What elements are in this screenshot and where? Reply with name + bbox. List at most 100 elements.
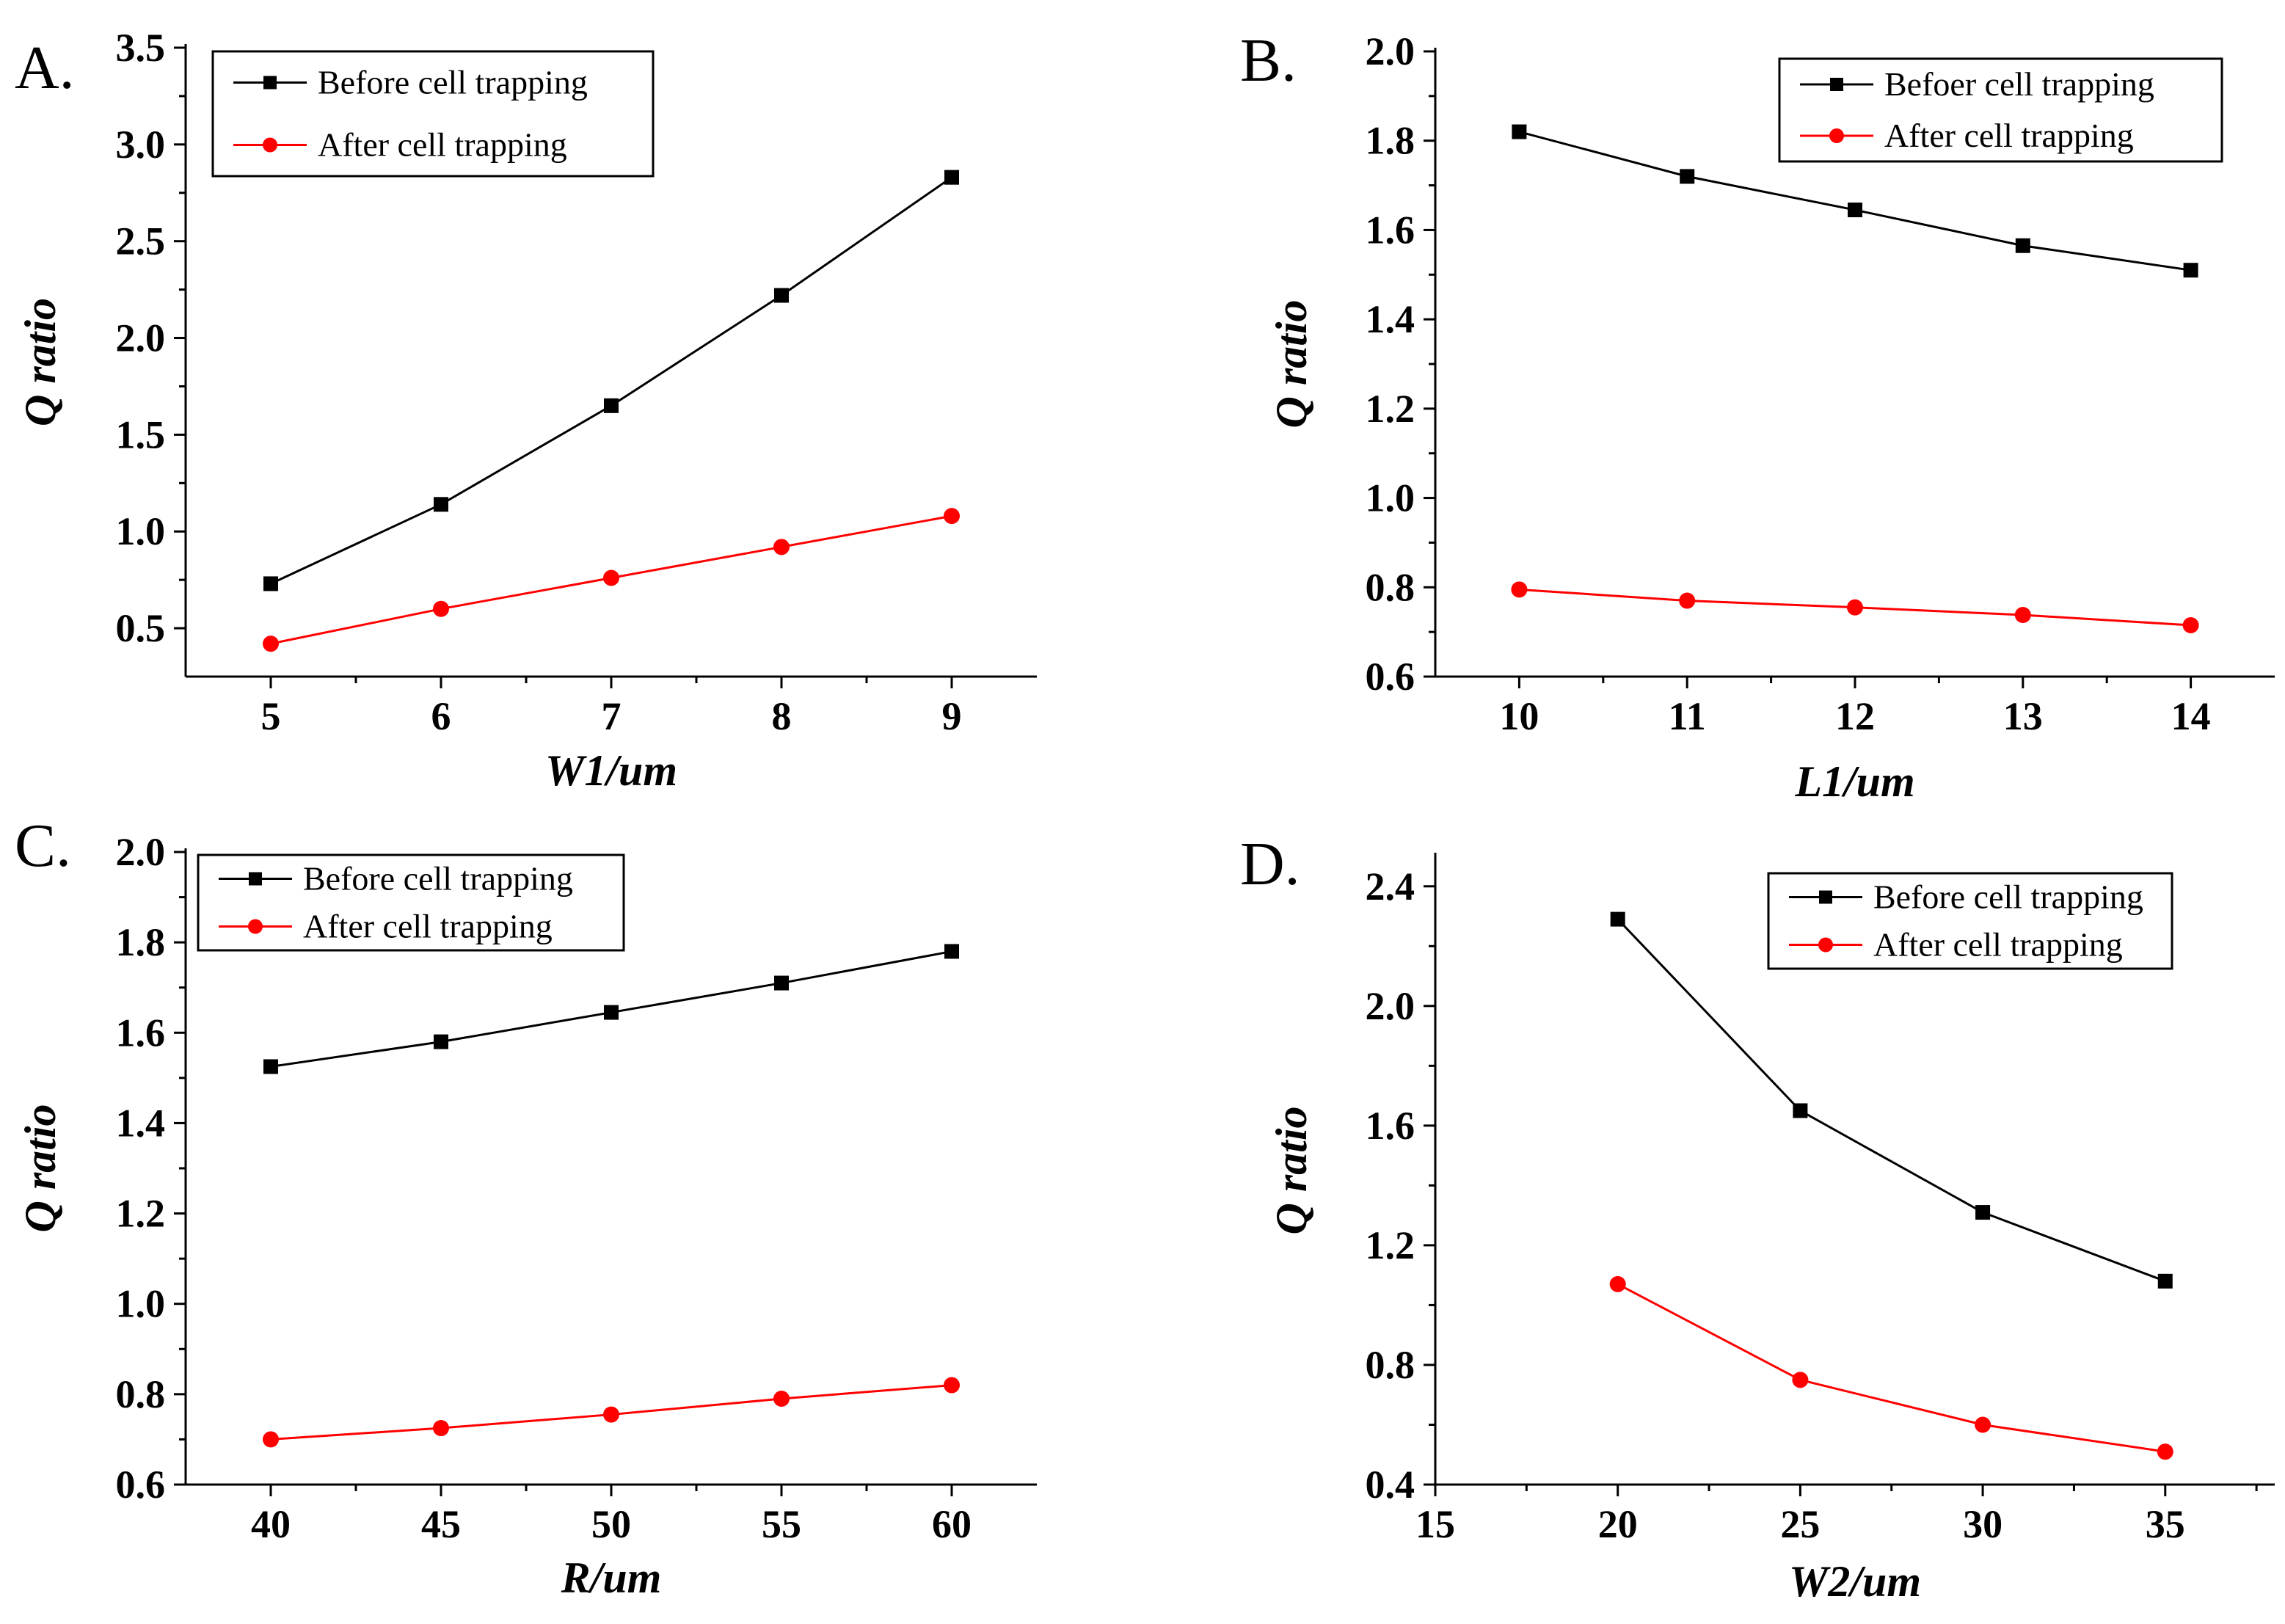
x-tick-label: 10: [1499, 694, 1539, 738]
y-tick-label: 1.2: [1366, 1223, 1415, 1267]
data-point-square: [1975, 1205, 1991, 1220]
x-tick-label: 15: [1415, 1502, 1455, 1546]
legend-label: After cell trapping: [318, 126, 567, 164]
y-tick-label: 0.8: [1366, 1343, 1415, 1387]
x-tick-label: 12: [1835, 694, 1875, 738]
data-point-circle: [2014, 607, 2031, 624]
x-axis-title: L1/um: [1794, 757, 1914, 806]
data-point-square: [1610, 911, 1625, 927]
panel-letter: B.: [1240, 26, 1297, 95]
y-tick-label: 1.0: [116, 509, 166, 553]
y-tick-label: 2.0: [1366, 984, 1415, 1028]
data-point-circle: [433, 600, 449, 617]
legend-marker-circle: [248, 919, 263, 934]
data-point-circle: [1511, 581, 1528, 598]
data-point-square: [944, 170, 959, 185]
chart-panel-2: C. 0.6 0.8 1.0 1.2 1.4 1.6 1.8 2.0 40 45 50 55 60 R/um…: [15, 812, 1037, 1602]
y-tick-label: 2.5: [116, 219, 166, 263]
data-point-square: [1512, 124, 1527, 139]
data-point-circle: [944, 1377, 960, 1394]
y-tick-label: 0.4: [1366, 1463, 1415, 1507]
data-point-circle: [2157, 1443, 2173, 1460]
x-tick-label: 35: [2146, 1502, 2185, 1546]
y-tick-label: 1.0: [1366, 476, 1415, 520]
data-point-circle: [773, 539, 790, 556]
data-point-square: [263, 1059, 278, 1074]
legend-marker-square: [1830, 78, 1843, 91]
legend: Before cell trapping After cell trapping: [1767, 872, 2173, 970]
x-tick-label: 55: [762, 1502, 801, 1546]
y-tick-label: 1.0: [116, 1282, 166, 1326]
data-point-square: [1848, 203, 1862, 218]
x-tick-label: 5: [261, 694, 281, 738]
x-axis-title: W2/um: [1789, 1557, 1921, 1606]
legend-marker-circle: [1829, 128, 1844, 143]
chart-panel-1: B. 0.6 0.8 1.0 1.2 1.4 1.6 1.8 2.0 10 11 12 13 14 L1/u…: [1240, 26, 2275, 806]
data-point-circle: [773, 1391, 790, 1408]
x-axis-title: W1/um: [545, 746, 677, 795]
x-tick-label: 45: [421, 1502, 461, 1546]
data-point-circle: [944, 508, 960, 525]
data-point-circle: [603, 569, 619, 586]
legend-marker-circle: [263, 137, 277, 153]
legend-label: After cell trapping: [1884, 117, 2134, 154]
chart-panel-3: D. 0.4 0.8 1.2 1.6 2.0 2.4 15 20 25 30 35 W2/um Q rat…: [1240, 830, 2275, 1606]
y-tick-label: 0.6: [116, 1463, 166, 1507]
data-point-circle: [1847, 599, 1863, 616]
y-tick-label: 0.8: [116, 1372, 166, 1416]
data-point-square: [1793, 1103, 1808, 1118]
legend-label: After cell trapping: [303, 908, 553, 945]
x-tick-label: 11: [1669, 694, 1706, 738]
legend-label: Befoer cell trapping: [1884, 65, 2154, 103]
x-tick-label: 6: [431, 694, 451, 738]
data-point-square: [604, 1005, 619, 1020]
legend-marker-square: [1819, 890, 1832, 904]
legend-label: After cell trapping: [1873, 926, 2123, 964]
legend-box: [197, 853, 625, 952]
y-tick-label: 1.6: [116, 1011, 166, 1055]
y-tick-label: 2.0: [116, 830, 166, 874]
data-point-circle: [263, 1431, 279, 1448]
y-tick-label: 1.2: [116, 1192, 166, 1236]
y-tick-label: 0.5: [116, 606, 166, 650]
legend-marker-square: [249, 872, 262, 886]
panel-letter: C.: [15, 812, 71, 880]
data-point-square: [774, 975, 789, 991]
x-tick-label: 60: [932, 1502, 972, 1546]
x-tick-label: 13: [2003, 694, 2043, 738]
y-axis-title: Q ratio: [16, 298, 65, 426]
y-tick-label: 1.4: [1366, 297, 1415, 341]
y-tick-label: 2.0: [1366, 29, 1415, 73]
data-point-square: [2183, 263, 2198, 278]
series-line-1: [1617, 1283, 2166, 1453]
y-tick-label: 1.6: [1366, 1104, 1415, 1148]
legend-box: [1778, 57, 2223, 163]
y-tick-label: 3.0: [116, 123, 166, 167]
data-point-square: [263, 576, 278, 591]
data-point-square: [604, 398, 619, 413]
legend-label: Before cell trapping: [1873, 878, 2143, 916]
legend-box: [211, 50, 655, 178]
y-axis-title: Q ratio: [1267, 299, 1316, 428]
chart-panel-0: A. 0.5 1.0 1.5 2.0 2.5 3.0 3.5 5 6 7 8 9 W1/um Q ratio…: [15, 26, 1037, 795]
data-point-circle: [1609, 1275, 1626, 1292]
data-point-square: [2157, 1273, 2173, 1289]
y-tick-label: 2.4: [1366, 864, 1415, 909]
data-point-square: [944, 944, 959, 959]
y-tick-label: 1.5: [116, 412, 166, 456]
y-tick-label: 1.8: [1366, 119, 1415, 163]
y-tick-label: 1.8: [116, 920, 166, 964]
legend: Before cell trapping After cell trapping: [197, 853, 625, 952]
legend-marker-circle: [1818, 937, 1833, 953]
data-point-circle: [1679, 592, 1696, 609]
legend: Befoer cell trapping After cell trapping: [1778, 57, 2223, 163]
data-point-circle: [1792, 1372, 1809, 1388]
data-point-circle: [603, 1406, 619, 1423]
x-tick-label: 25: [1780, 1502, 1820, 1546]
y-axis-title: Q ratio: [16, 1104, 65, 1232]
panel-letter: A.: [15, 34, 75, 102]
data-point-circle: [1975, 1416, 1991, 1433]
y-axis-title: Q ratio: [1267, 1106, 1316, 1234]
data-point-square: [434, 497, 448, 512]
